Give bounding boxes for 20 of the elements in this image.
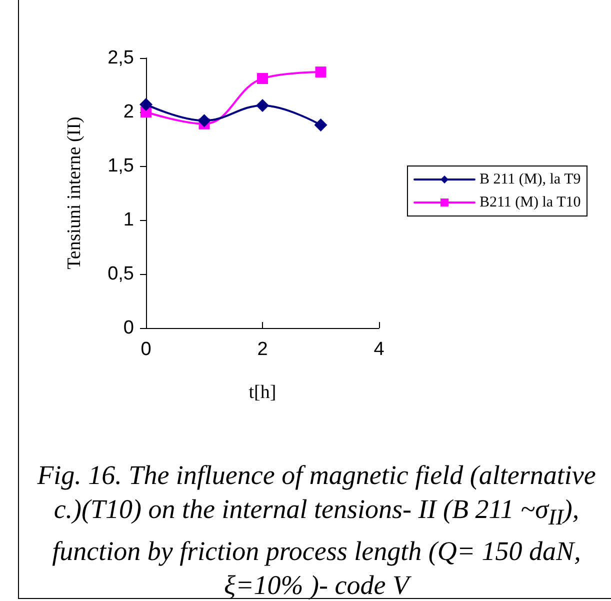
legend-label: B 211 (M), la T9: [479, 172, 581, 188]
x-axis-title: t[h]: [248, 382, 276, 403]
point: [257, 73, 268, 84]
y-tick-label: 0,5: [108, 264, 134, 284]
y-tick-label: 1,5: [108, 156, 134, 176]
y-tick-label: 2,5: [108, 48, 134, 68]
caption: Fig. 16. The influence of magnetic field (alternative c.)(T10) on the internal tensions- II (B 211 ~σ$_{II}$), function by friction process length (Q= 150 daN, ξ=10% )- code V: [36, 459, 597, 601]
point: [198, 114, 211, 128]
x-tick-label: 0: [140, 339, 152, 360]
point: [140, 98, 152, 111]
point: [256, 99, 269, 112]
y-axis-title: Tensiuni interne (II): [64, 116, 85, 270]
point: [314, 118, 328, 132]
legend-label: B211 (M) la T10: [479, 194, 581, 210]
y-tick-label: 2: [123, 102, 134, 122]
y-tick-label: 0: [123, 318, 134, 338]
point: [315, 66, 326, 78]
x-tick-label: 2: [257, 339, 268, 360]
x-tick-label: 4: [374, 339, 385, 360]
y-tick-label: 1: [123, 210, 134, 230]
